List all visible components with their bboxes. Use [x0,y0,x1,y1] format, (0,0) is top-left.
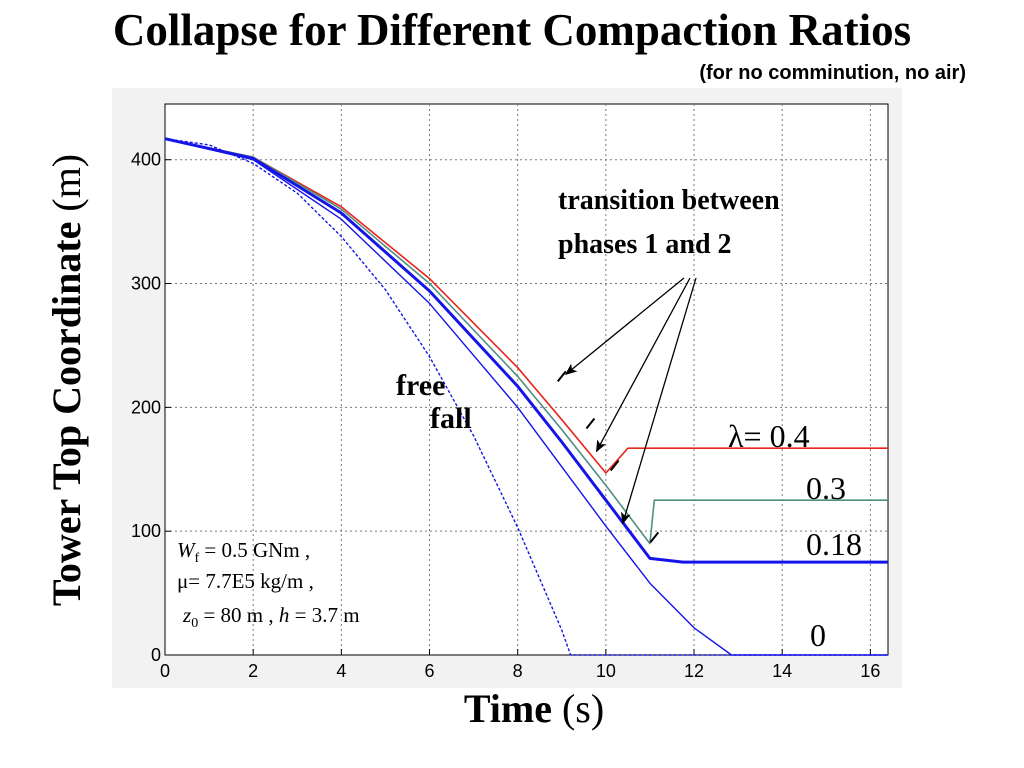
series-line-0.18 [164,137,888,564]
free-fall-label-line2: fall [430,402,472,435]
transition-tick [556,370,567,383]
lambda-label-0.18: 0.18 [806,526,862,562]
x-tick-label: 14 [772,661,792,681]
transition-marks [556,370,660,543]
transition-arrow [595,277,691,453]
x-tick-label: 16 [860,661,880,681]
param-mass-density: μ= 7.7E5 kg/m , [177,569,314,593]
transition-label-line2: phases 1 and 2 [558,229,732,260]
transition-arrow [621,277,697,525]
lambda-label-0.4: λ= 0.4 [728,418,810,454]
series-lines [164,137,888,656]
free-fall-label-line1: free [396,369,445,402]
lambda-label-0.3: 0.3 [806,470,846,506]
axes: 0 2 4 6 8 10 12 14 16 0 100 200 300 400 [131,150,880,681]
series-line-0.3 [164,137,888,545]
x-tick-label: 6 [425,661,435,681]
transition-tick [649,531,660,543]
chart-subtitle: (for no comminution, no air) [699,62,966,84]
transition-arrow [564,277,685,376]
x-tick-label: 8 [513,661,523,681]
param-energy: Wf = 0.5 GNm , [177,538,310,566]
y-tick-label: 0 [151,645,161,665]
transition-tick [609,459,620,472]
series-line-free-fall [164,138,888,656]
grid-lines [165,104,888,655]
y-tick-label: 300 [131,274,161,294]
transition-arrows [564,277,697,525]
y-axis-title: Tower Top Coordinate (m) [44,154,89,606]
y-tick-label: 200 [131,397,161,417]
series-line--0.4 [164,137,888,474]
y-tick-label: 100 [131,521,161,541]
transition-tick [585,417,596,430]
x-tick-label: 12 [684,661,704,681]
x-tick-label: 0 [160,661,170,681]
chart-title: Collapse for Different Compaction Ratios [112,5,912,55]
x-tick-label: 4 [336,661,346,681]
transition-label-line1: transition between [558,185,780,216]
x-tick-label: 10 [596,661,616,681]
param-height: z0 = 80 m , h = 3.7 m [182,603,360,631]
lambda-label-0: 0 [810,617,826,653]
y-tick-label: 400 [131,150,161,170]
x-axis-title: Time (s) [464,686,604,731]
x-tick-label: 2 [248,661,258,681]
